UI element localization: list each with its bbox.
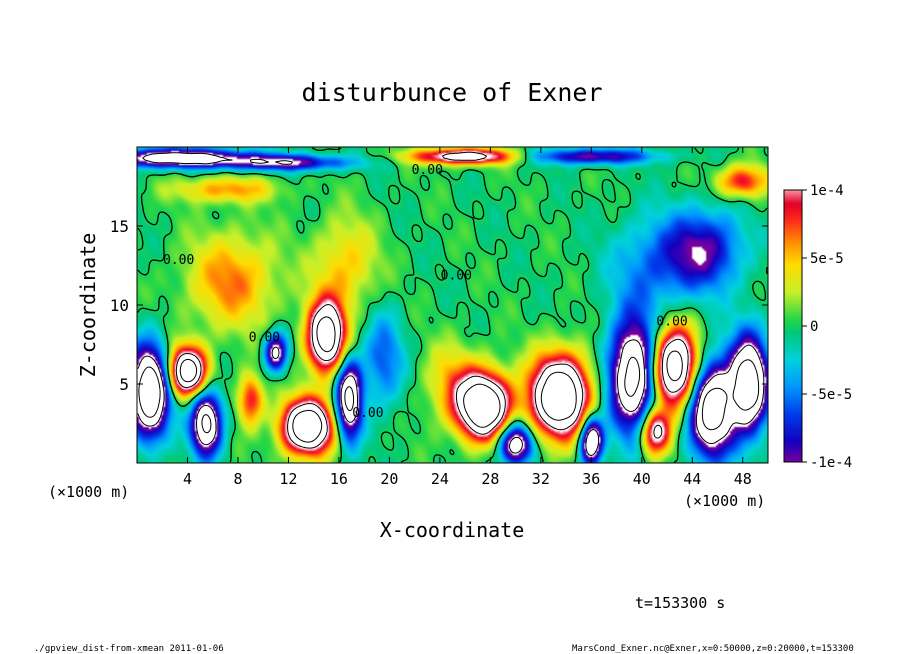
colorbar-tick-label: -1e-4: [810, 455, 852, 471]
contour-level-2: [179, 316, 683, 443]
x-tick-label: 40: [633, 470, 651, 488]
contour-label-5: 0.00: [656, 315, 687, 330]
colorbar: 1e-4 5e-5 0 -5e-5 -1e-4: [783, 183, 852, 471]
x-tick-label: 4: [183, 470, 192, 488]
contour-level-4: [138, 356, 760, 434]
x-tick-label: 48: [734, 470, 752, 488]
colorbar-tick-label: -5e-5: [810, 387, 852, 403]
colorbar-tick-label: 1e-4: [810, 183, 844, 199]
plot-area: 0.00 0.00 0.00 0.00 0.00 0.00: [136, 146, 769, 464]
contour-labels: 0.00 0.00 0.00 0.00 0.00 0.00: [163, 163, 688, 421]
x-tick-label: 16: [330, 470, 348, 488]
y-tick-label: 5: [119, 375, 129, 394]
colorbar-tick-label: 5e-5: [810, 251, 844, 267]
source-label: MarsCond_Exner.nc@Exner,x=0:50000,z=0:20…: [572, 644, 854, 654]
x-tick-label: 32: [532, 470, 550, 488]
x-tick-label: 36: [582, 470, 600, 488]
x-tick-label: 8: [233, 470, 242, 488]
colorbar-tick-label: 0: [810, 319, 818, 335]
colorbar-gradient: [784, 190, 802, 462]
contour-label-0: 0.00: [412, 163, 443, 178]
x-tick-label: 28: [481, 470, 499, 488]
x-tick-label: 20: [380, 470, 398, 488]
x-axis: 4 8 12 16 20 24 28 32 36 40 44 48: [183, 147, 752, 488]
contour-label-1: 0.00: [163, 253, 194, 268]
y-tick-label: 10: [110, 296, 129, 315]
chart-title: disturbunce of Exner: [301, 78, 602, 107]
contour-level-3: [137, 152, 765, 457]
y-tick-label: 15: [110, 217, 129, 236]
time-label: t=153300 s: [635, 594, 725, 612]
x-axis-label: X-coordinate: [380, 518, 525, 542]
contour-label-2: 0.00: [249, 330, 280, 345]
y-axis: 5 10 15: [110, 217, 768, 394]
x-tick-label: 24: [431, 470, 449, 488]
contour-level-0: [137, 147, 768, 463]
x-tick-label: 44: [683, 470, 701, 488]
contour-level-1: [175, 151, 689, 449]
y-unit-label: (×1000 m): [48, 483, 129, 501]
y-axis-label: Z-coordinate: [76, 233, 100, 378]
contour-label-4: 0.00: [441, 269, 472, 284]
x-tick-label: 12: [279, 470, 297, 488]
script-label: ./gpview_dist-from-xmean 2011-01-06: [34, 644, 224, 654]
contour-label-3: 0.00: [352, 406, 383, 421]
contour-lines: [137, 147, 768, 463]
x-unit-label: (×1000 m): [684, 492, 765, 510]
heatmap-field: [137, 147, 768, 463]
